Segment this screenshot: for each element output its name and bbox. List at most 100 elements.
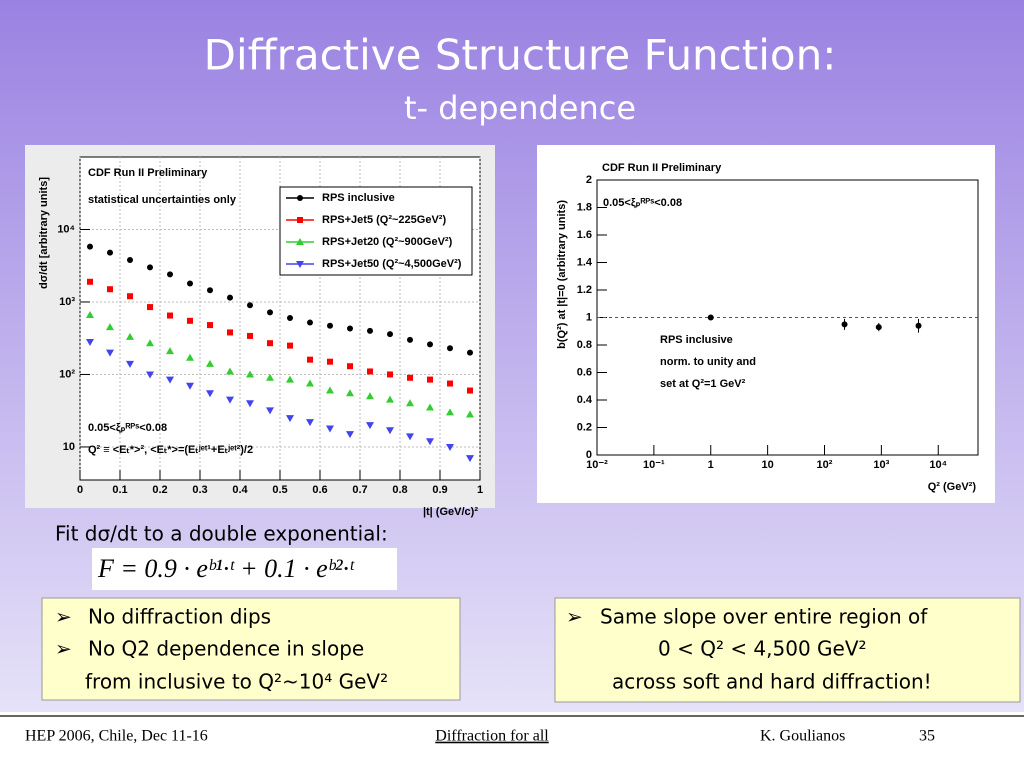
- marker: [386, 427, 394, 435]
- marker: [367, 327, 373, 334]
- formula-box: [92, 548, 397, 590]
- marker: [286, 415, 294, 423]
- marker: [206, 359, 214, 367]
- marker: [366, 422, 374, 430]
- marker: [266, 373, 274, 381]
- y-tick-label: 0.2: [577, 421, 592, 433]
- legend-label: RPS+Jet50 (Q²~4,500GeV²): [322, 258, 462, 270]
- legend: [279, 186, 473, 276]
- annotation: Q² ≡ <Eₜ*>², <Eₜ*>=(Eₜʲᵉᵗ¹+Eₜʲᵉᵗ²)/2: [88, 444, 253, 456]
- marker: [326, 386, 334, 394]
- marker: [346, 389, 354, 397]
- x-tick-label: 10³: [873, 459, 889, 471]
- text-box: [41, 597, 461, 701]
- legend-label: RPS inclusive: [322, 192, 395, 204]
- marker: [307, 356, 313, 363]
- marker: [166, 376, 174, 384]
- marker: [86, 339, 94, 347]
- marker: [87, 243, 93, 250]
- marker: [207, 287, 213, 294]
- marker: [146, 371, 154, 379]
- marker: [187, 317, 193, 324]
- marker: [106, 349, 114, 357]
- marker: [297, 195, 303, 201]
- marker: [296, 238, 304, 245]
- marker: [841, 321, 848, 328]
- bullet-text: No Q2 dependence in slope: [88, 637, 364, 661]
- x-tick-label: 0.3: [192, 484, 207, 496]
- marker: [106, 323, 114, 331]
- marker: [287, 342, 293, 349]
- x-tick-label: 0: [77, 484, 83, 496]
- marker: [466, 410, 474, 418]
- marker: [126, 360, 134, 368]
- marker: [227, 294, 233, 301]
- marker: [296, 261, 304, 268]
- bullet-text: across soft and hard diffraction!: [612, 670, 932, 694]
- marker: [207, 322, 213, 329]
- marker: [247, 302, 253, 309]
- bullet: ➢: [55, 605, 72, 629]
- marker: [267, 309, 273, 316]
- bullet-text: from inclusive to Q²~10⁴ GeV²: [85, 670, 388, 694]
- x-tick-label: 0.1: [112, 484, 127, 496]
- marker: [447, 345, 453, 352]
- fit-text: Fit dσ/dt to a double exponential:: [55, 522, 388, 546]
- slide-title: Diffractive Structure Function:: [204, 31, 837, 80]
- y-axis-label: dσ/dt [arbitrary units]: [38, 177, 50, 289]
- x-tick-label: 10²: [817, 459, 833, 471]
- x-tick-label: 0.5: [272, 484, 287, 496]
- footer-center: Diffraction for all: [435, 728, 549, 745]
- y-tick-label: 0: [586, 449, 592, 461]
- y-tick-label: 1: [586, 311, 592, 323]
- slide-subtitle: t- dependence: [404, 89, 636, 127]
- formula: F = 0.9 · eᵇ¹·ᵗ + 0.1 · eᵇ²·ᵗ: [97, 554, 355, 583]
- y-tick-label: 1.6: [577, 229, 592, 241]
- y-tick-label: 0.8: [577, 339, 592, 351]
- marker: [466, 455, 474, 463]
- marker: [297, 217, 303, 223]
- marker: [146, 339, 154, 347]
- marker: [227, 329, 233, 336]
- x-tick-label: 0.2: [152, 484, 167, 496]
- marker: [427, 341, 433, 348]
- x-axis-label: |t| (GeV/c)²: [423, 506, 478, 518]
- marker: [166, 347, 174, 355]
- marker: [426, 438, 434, 446]
- bullet: ➢: [55, 637, 72, 661]
- y-tick-label: 0.4: [577, 394, 593, 406]
- marker: [346, 431, 354, 439]
- bullet: ➢: [566, 605, 583, 629]
- marker: [107, 286, 113, 293]
- y-tick-label: 10⁴: [57, 223, 75, 235]
- legend-label: RPS+Jet20 (Q²~900GeV²): [322, 236, 453, 248]
- marker: [246, 370, 254, 378]
- marker: [206, 390, 214, 398]
- marker: [226, 396, 234, 404]
- page-number: 35: [919, 728, 935, 745]
- marker: [167, 312, 173, 319]
- y-tick-label: 1.4: [577, 256, 593, 268]
- marker: [107, 249, 113, 256]
- marker: [327, 358, 333, 365]
- marker: [87, 278, 93, 285]
- marker: [407, 374, 413, 381]
- y-tick-label: 2: [586, 174, 592, 186]
- marker: [226, 367, 234, 375]
- chart: 0 0.1 0.2 0.3 0.4 0.5 0.6 0.7 0.8 0.9 1 10 10² 10³ 10⁴…: [38, 156, 483, 518]
- marker: [147, 264, 153, 271]
- marker: [186, 353, 194, 361]
- annotation: set at Q²=1 GeV²: [660, 378, 746, 390]
- marker: [387, 331, 393, 338]
- marker: [126, 332, 134, 340]
- x-tick-label: 1: [708, 459, 714, 471]
- x-tick-label: 0.4: [232, 484, 248, 496]
- marker: [186, 382, 194, 390]
- chart-title: CDF Run II Preliminary: [602, 162, 722, 174]
- text-box: [554, 597, 1021, 703]
- marker: [915, 322, 922, 329]
- annotation: statistical uncertainties only: [88, 194, 237, 206]
- annotation: 0.05<ξₚᴿᴾˢ<0.08: [88, 422, 167, 434]
- marker: [307, 319, 313, 326]
- marker: [326, 425, 334, 433]
